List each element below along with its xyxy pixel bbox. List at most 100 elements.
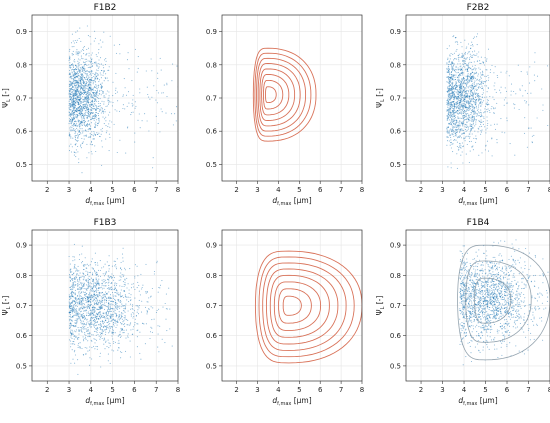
scatter-point bbox=[74, 76, 76, 78]
scatter-point bbox=[124, 316, 126, 318]
scatter-point bbox=[475, 112, 477, 114]
contour-line bbox=[259, 68, 296, 121]
scatter-point bbox=[91, 287, 93, 289]
scatter-point bbox=[82, 298, 84, 300]
scatter-point bbox=[467, 51, 469, 53]
scatter-point bbox=[149, 331, 152, 333]
scatter-point bbox=[85, 306, 87, 308]
scatter-point bbox=[83, 113, 85, 115]
scatter-point bbox=[92, 314, 95, 316]
scatter-point bbox=[83, 105, 85, 108]
scatter-point bbox=[100, 133, 102, 135]
scatter-point bbox=[127, 324, 129, 326]
scatter-point bbox=[79, 313, 81, 315]
scatter-point bbox=[467, 135, 469, 137]
scatter-point bbox=[450, 71, 452, 73]
y-axis-label: ΨL [-] bbox=[1, 88, 12, 108]
scatter-point bbox=[536, 75, 539, 77]
scatter-point bbox=[101, 284, 103, 286]
scatter-point bbox=[467, 112, 469, 115]
scatter-point bbox=[477, 75, 479, 77]
scatter-point bbox=[69, 318, 72, 320]
scatter-point bbox=[478, 120, 480, 122]
scatter-point bbox=[484, 108, 486, 110]
scatter-point bbox=[459, 101, 461, 104]
scatter-point bbox=[70, 285, 73, 287]
scatter-point bbox=[462, 76, 465, 78]
scatter-point bbox=[95, 54, 97, 56]
scatter-point bbox=[452, 69, 454, 71]
scatter-point bbox=[78, 64, 80, 66]
scatter-point bbox=[92, 305, 94, 307]
scatter-point bbox=[109, 329, 111, 331]
contour-line bbox=[261, 74, 290, 116]
scatter-point bbox=[108, 150, 110, 152]
scatter-point bbox=[509, 143, 511, 145]
scatter-point bbox=[479, 79, 481, 81]
scatter-point bbox=[452, 76, 455, 78]
scatter-point bbox=[91, 97, 93, 99]
scatter-point bbox=[465, 88, 467, 90]
scatter-point bbox=[450, 113, 452, 115]
scatter-point bbox=[74, 91, 76, 93]
scatter-point bbox=[92, 134, 94, 136]
scatter-point bbox=[463, 95, 465, 97]
scatter-point bbox=[93, 94, 95, 96]
scatter-point bbox=[105, 73, 107, 75]
scatter-point bbox=[114, 302, 116, 304]
scatter-point bbox=[87, 60, 89, 62]
scatter-point bbox=[461, 46, 463, 48]
scatter-point bbox=[78, 131, 80, 133]
scatter-point bbox=[473, 118, 475, 120]
scatter-point bbox=[456, 92, 458, 94]
scatter-point bbox=[110, 304, 112, 306]
scatter-point bbox=[99, 275, 102, 277]
scatter-point bbox=[144, 113, 146, 115]
scatter-point bbox=[133, 286, 135, 288]
scatter-point bbox=[132, 304, 134, 306]
scatter-point bbox=[112, 333, 114, 335]
scatter-point bbox=[86, 123, 89, 125]
scatter-point bbox=[78, 278, 80, 280]
scatter-point bbox=[93, 85, 96, 87]
scatter-point bbox=[111, 327, 113, 329]
scatter-point bbox=[74, 114, 76, 116]
scatter-point bbox=[94, 321, 96, 323]
scatter-point bbox=[69, 304, 71, 307]
scatter-point bbox=[464, 140, 466, 142]
scatter-point bbox=[458, 73, 461, 75]
scatter-point bbox=[84, 336, 87, 338]
scatter-point bbox=[451, 79, 454, 81]
scatter-point bbox=[93, 282, 95, 284]
scatter-point bbox=[468, 117, 470, 119]
scatter-point bbox=[474, 80, 476, 82]
scatter-point bbox=[450, 136, 452, 138]
scatter-point bbox=[83, 108, 86, 110]
x-tick-label: 8 bbox=[176, 186, 180, 194]
scatter-point bbox=[457, 63, 459, 65]
scatter-point bbox=[485, 129, 487, 131]
scatter-point bbox=[99, 314, 101, 316]
x-tick-label: 7 bbox=[339, 186, 343, 194]
scatter-point bbox=[458, 109, 460, 111]
scatter-point bbox=[448, 110, 450, 113]
scatter-point bbox=[104, 263, 106, 265]
scatter-point bbox=[77, 98, 79, 100]
scatter-point bbox=[85, 130, 87, 132]
scatter-point bbox=[93, 115, 96, 117]
scatter-point bbox=[93, 291, 95, 293]
scatter-point bbox=[111, 332, 113, 335]
scatter-point bbox=[94, 92, 96, 94]
scatter-point bbox=[94, 286, 96, 288]
scatter-point bbox=[86, 105, 88, 107]
scatter-point bbox=[452, 96, 454, 98]
scatter-point bbox=[92, 283, 94, 285]
scatter-point bbox=[470, 55, 472, 57]
scatter-point bbox=[83, 53, 85, 55]
scatter-point bbox=[94, 314, 96, 316]
scatter-point bbox=[120, 312, 122, 314]
scatter-point bbox=[89, 320, 91, 322]
scatter-point bbox=[109, 294, 112, 296]
scatter-point bbox=[97, 98, 99, 100]
